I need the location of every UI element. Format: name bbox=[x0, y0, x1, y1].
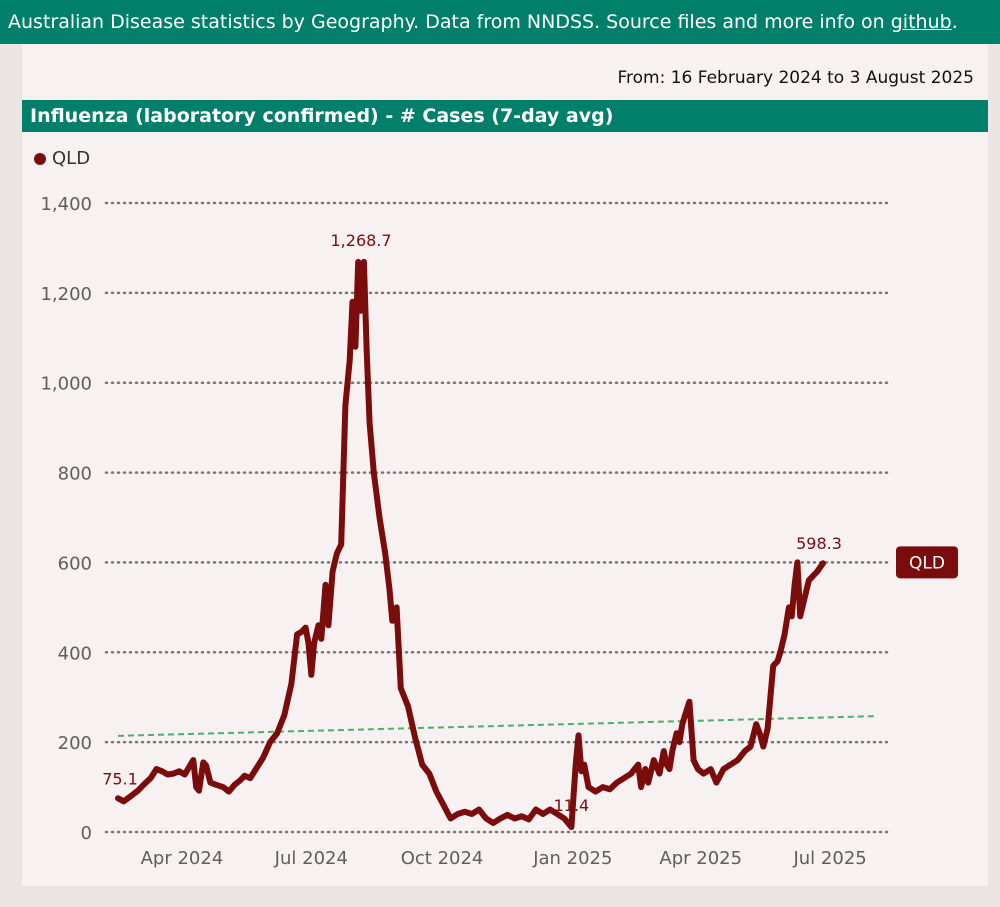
x-tick-label: Jul 2024 bbox=[274, 848, 348, 869]
x-tick-label: Apr 2024 bbox=[141, 848, 224, 869]
y-tick-label: 1,200 bbox=[40, 284, 92, 305]
series-end-tag bbox=[896, 546, 958, 579]
line-chart[interactable]: 0 200 400 600 800 1,000 1,200 1,400 Apr 2024 Jul … bbox=[22, 44, 988, 886]
legend-marker bbox=[34, 152, 46, 165]
date-range: From: 16 February 2024 to 3 August 2025 bbox=[617, 68, 974, 88]
legend[interactable]: QLD bbox=[34, 148, 90, 169]
top-banner: Australian Disease statistics by Geograp… bbox=[0, 0, 1000, 44]
y-tick-label: 800 bbox=[58, 464, 92, 485]
banner-text: Australian Disease statistics by Geograp… bbox=[8, 11, 891, 33]
chart-panel: From: 16 February 2024 to 3 August 2025 … bbox=[22, 44, 988, 886]
y-tick-label: 600 bbox=[58, 553, 92, 574]
trend-line bbox=[117, 715, 878, 737]
github-link[interactable]: github bbox=[890, 11, 952, 33]
data-label: 1,268.7 bbox=[331, 231, 392, 250]
y-tick-label: 0 bbox=[81, 823, 92, 844]
banner-suffix: . bbox=[951, 11, 958, 33]
y-tick-label: 200 bbox=[58, 733, 92, 754]
x-tick-label: Oct 2024 bbox=[401, 848, 484, 869]
x-tick-label: Jan 2025 bbox=[532, 848, 612, 869]
data-label: 11.4 bbox=[554, 796, 590, 815]
y-tick-label: 1,000 bbox=[40, 374, 92, 395]
data-label: 75.1 bbox=[102, 769, 138, 788]
y-tick-label: 400 bbox=[58, 643, 92, 664]
series-end-tag-label: QLD bbox=[909, 553, 945, 573]
data-label: 598.3 bbox=[796, 534, 842, 553]
chart-title: Influenza (laboratory confirmed) - # Cas… bbox=[22, 100, 988, 132]
legend-label-qld: QLD bbox=[52, 148, 91, 169]
x-tick-label: Jul 2025 bbox=[792, 848, 866, 869]
y-tick-label: 1,400 bbox=[40, 194, 92, 215]
x-tick-label: Apr 2025 bbox=[659, 848, 742, 869]
series-line-qld bbox=[115, 258, 826, 831]
